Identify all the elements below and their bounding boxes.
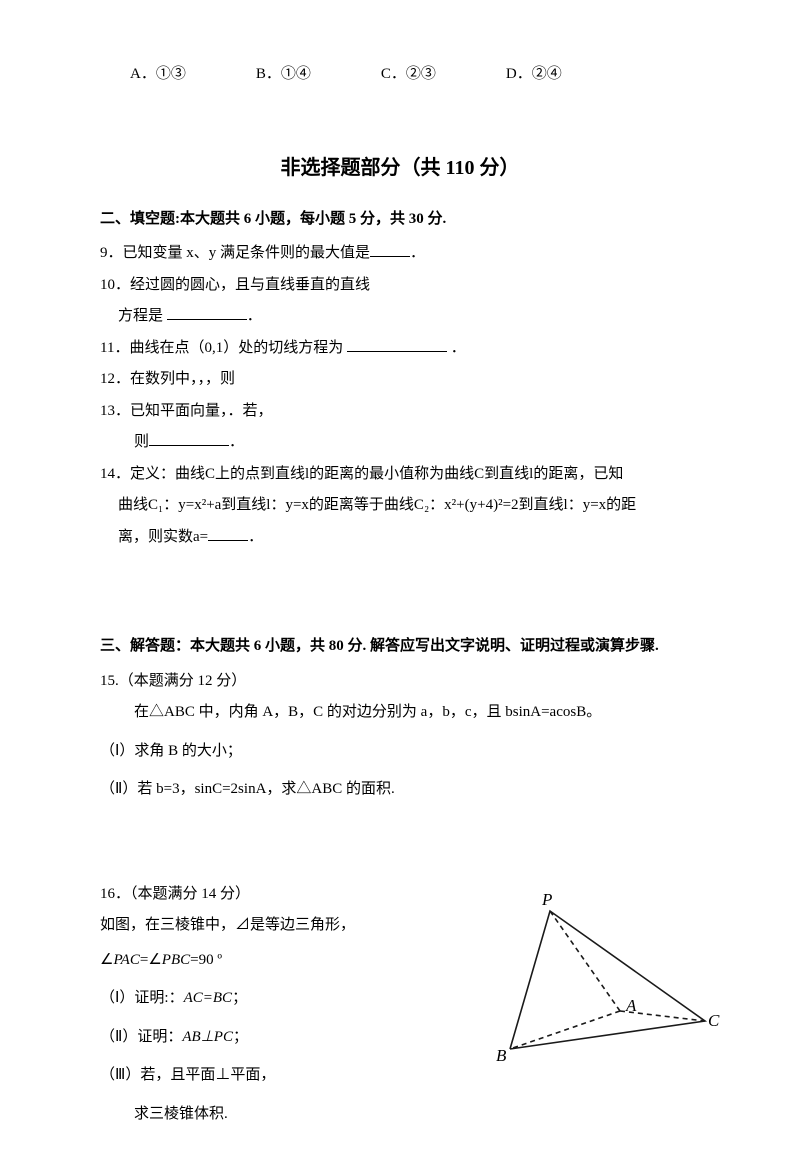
q9-blank [370, 241, 410, 257]
q14-blank [208, 525, 248, 541]
q15-a: 在△ABC 中，内角 A，B，C 的对边分别为 a，b，c，且 bsinA=ac… [134, 698, 700, 727]
q10-line2: 方程是 ． [118, 302, 700, 331]
q13-line2: 则． [134, 428, 700, 457]
opt-d: D．②④ [506, 60, 562, 89]
opt-a: A．①③ [130, 60, 186, 89]
opt-c: C．②③ [381, 60, 436, 89]
fig-label-c: C [708, 1011, 720, 1030]
section2-subhead: 二、填空题:本大题共 6 小题，每小题 5 分，共 30 分. [100, 205, 700, 234]
q16b-mid: =∠ [140, 952, 162, 968]
q16c-post: ； [232, 990, 247, 1006]
q10-blank [167, 304, 247, 320]
q16d-i: AB⊥PC [182, 1029, 233, 1045]
q16c-pre: （Ⅰ）证明:： [100, 990, 184, 1006]
q13-blank [149, 430, 229, 446]
q16b-pre: ∠ [100, 952, 113, 968]
section2-title: 非选择题部分（共 110 分） [100, 149, 700, 187]
section3-subhead: 三、解答题：本大题共 6 小题，共 80 分. 解答应写出文字说明、证明过程或演… [100, 632, 700, 661]
q16b-post: =90 º [190, 952, 222, 968]
opt-b: B．①④ [256, 60, 311, 89]
q13-text: 则 [134, 434, 149, 450]
q10-text: 方程是 [118, 308, 163, 324]
q15-c: （Ⅱ）若 b=3，sinC=2sinA，求△ABC 的面积. [100, 775, 700, 804]
q16-f: 求三棱锥体积. [134, 1100, 700, 1129]
fig-label-a: A [625, 996, 637, 1015]
q16d-post: ； [233, 1029, 248, 1045]
q9: 9．已知变量 x、y 满足条件则的最大值是． [100, 239, 700, 268]
q16d-pre: （Ⅱ）证明： [100, 1029, 182, 1045]
q11-blank [347, 336, 447, 352]
q16c-i: AC=BC [184, 990, 232, 1006]
q9-text: 9．已知变量 x、y 满足条件则的最大值是 [100, 245, 370, 261]
q16b-i2: PBC [162, 952, 190, 968]
q10-line1: 10．经过圆的圆心，且与直线垂直的直线 [100, 271, 700, 300]
q11-text: 11．曲线在点（0,1）处的切线方程为 [100, 340, 343, 356]
q16b-i1: PAC [113, 952, 139, 968]
q15-head: 15.（本题满分 12 分） [100, 667, 700, 696]
q13-line1: 13．已知平面向量，．若， [100, 397, 700, 426]
q14-text: 离，则实数a= [118, 529, 208, 545]
tetrahedron-figure: P A B C [480, 891, 720, 1071]
fig-label-p: P [541, 891, 552, 909]
q14-line1: 14．定义：曲线C上的点到直线l的距离的最小值称为曲线C到直线l的距离，已知 [100, 460, 700, 489]
q15-b: （Ⅰ）求角 B 的大小； [100, 737, 700, 766]
q11: 11．曲线在点（0,1）处的切线方程为 ． [100, 334, 700, 363]
q14-line3: 离，则实数a=． [118, 523, 700, 552]
q12: 12．在数列中，，，则 [100, 365, 700, 394]
fig-label-b: B [496, 1046, 507, 1065]
q14-line2: 曲线C₁：y=x²+a到直线l：y=x的距离等于曲线C₂：x²+(y+4)²=2… [118, 491, 700, 520]
